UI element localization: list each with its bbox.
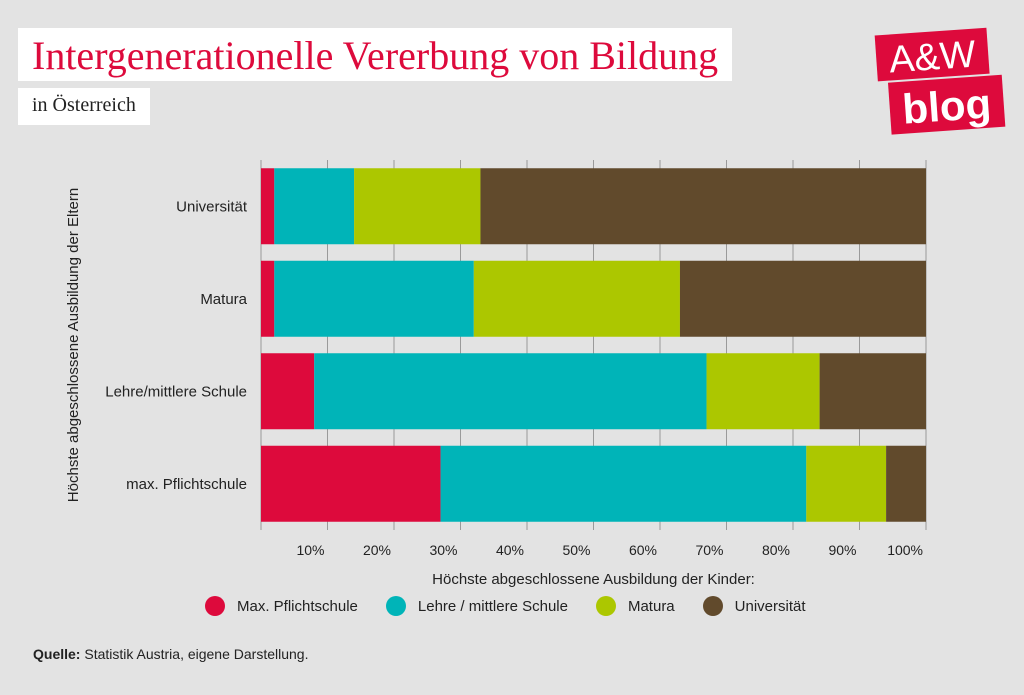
tick-label-60: 60% bbox=[629, 542, 657, 558]
tick-label-90: 90% bbox=[828, 542, 856, 558]
x-axis-label: Höchste abgeschlossene Ausbildung der Ki… bbox=[432, 571, 755, 588]
logo-text-aw: A&W bbox=[888, 34, 977, 82]
category-label-lehre-mittlere-schule: Lehre/mittlere Schule bbox=[105, 383, 247, 400]
tick-label-20: 20% bbox=[363, 542, 391, 558]
bar-universitat-lehre-mittlere-schule bbox=[274, 168, 355, 245]
source-text: Statistik Austria, eigene Darstellung. bbox=[84, 646, 309, 662]
bar-lehre-mittlere-schule-max-pflichtschule bbox=[261, 353, 315, 430]
legend-marker-pflichtschule bbox=[205, 596, 225, 616]
bar-max-pflichtschule-lehre-mittlere-schule bbox=[440, 445, 807, 522]
bar-matura-max-pflichtschule bbox=[261, 260, 275, 337]
legend-item-universitaet: Universität bbox=[702, 596, 806, 616]
bar-max-pflichtschule-max-pflichtschule bbox=[261, 445, 441, 522]
legend-marker-universitaet bbox=[702, 596, 723, 616]
legend-label-pflichtschule: Max. Pflichtschule bbox=[237, 597, 358, 615]
logo-box-top bbox=[874, 27, 990, 82]
legend-item-lehre: Lehre / mittlere Schule bbox=[385, 596, 568, 616]
logo-box-bottom bbox=[887, 74, 1006, 135]
bar-lehre-mittlere-schule-universitat bbox=[819, 353, 926, 430]
chart-subtitle: in Österreich bbox=[32, 94, 136, 116]
tick-label-40: 40% bbox=[496, 542, 524, 558]
category-label-matura: Matura bbox=[200, 291, 247, 308]
y-axis-label: Höchste abgeschlossene Ausbildung der El… bbox=[65, 188, 82, 502]
bar-max-pflichtschule-universitat bbox=[886, 445, 926, 522]
bar-matura-lehre-mittlere-schule bbox=[274, 260, 474, 337]
tick-label-80: 80% bbox=[762, 542, 790, 558]
chart-title: Intergenerationelle Vererbung von Bildun… bbox=[32, 33, 719, 78]
tick-label-50: 50% bbox=[562, 542, 590, 558]
tick-label-70: 70% bbox=[695, 542, 723, 558]
source-note: Quelle: Statistik Austria, eigene Darste… bbox=[33, 646, 308, 662]
legend-marker-matura bbox=[595, 596, 616, 616]
source-label: Quelle: bbox=[33, 646, 81, 662]
bar-universitat-matura bbox=[354, 168, 481, 245]
category-label-max-pflichtschule: max. Pflichtschule bbox=[126, 476, 247, 493]
tick-label-30: 30% bbox=[429, 542, 457, 558]
bar-universitat-max-pflichtschule bbox=[261, 168, 275, 245]
subtitle-box: in Österreich bbox=[18, 88, 150, 125]
title-box: Intergenerationelle Vererbung von Bildun… bbox=[18, 28, 733, 81]
bar-lehre-mittlere-schule-matura bbox=[706, 353, 820, 430]
legend-item-matura: Matura bbox=[595, 596, 675, 616]
legend-item-pflichtschule: Max. Pflichtschule bbox=[205, 596, 358, 616]
legend-label-universitaet: Universität bbox=[734, 597, 806, 615]
legend-marker-lehre bbox=[385, 596, 406, 616]
tick-label-100: 100% bbox=[887, 542, 923, 558]
legend-label-lehre: Lehre / mittlere Schule bbox=[417, 597, 568, 615]
aw-blog-logo: A&W blog bbox=[874, 27, 1006, 135]
category-label-universitat: Universität bbox=[176, 198, 248, 215]
tick-label-10: 10% bbox=[296, 542, 324, 558]
bar-matura-matura bbox=[473, 260, 680, 337]
bar-matura-universitat bbox=[679, 260, 926, 337]
chart-legend: Max. Pflichtschule Lehre / mittlere Schu… bbox=[205, 596, 834, 616]
legend-label-matura: Matura bbox=[627, 597, 675, 615]
bar-lehre-mittlere-schule-lehre-mittlere-schule bbox=[314, 353, 707, 430]
bar-max-pflichtschule-matura bbox=[806, 445, 887, 522]
bar-universitat-universitat bbox=[480, 168, 926, 245]
logo-text-blog: blog bbox=[901, 80, 993, 133]
